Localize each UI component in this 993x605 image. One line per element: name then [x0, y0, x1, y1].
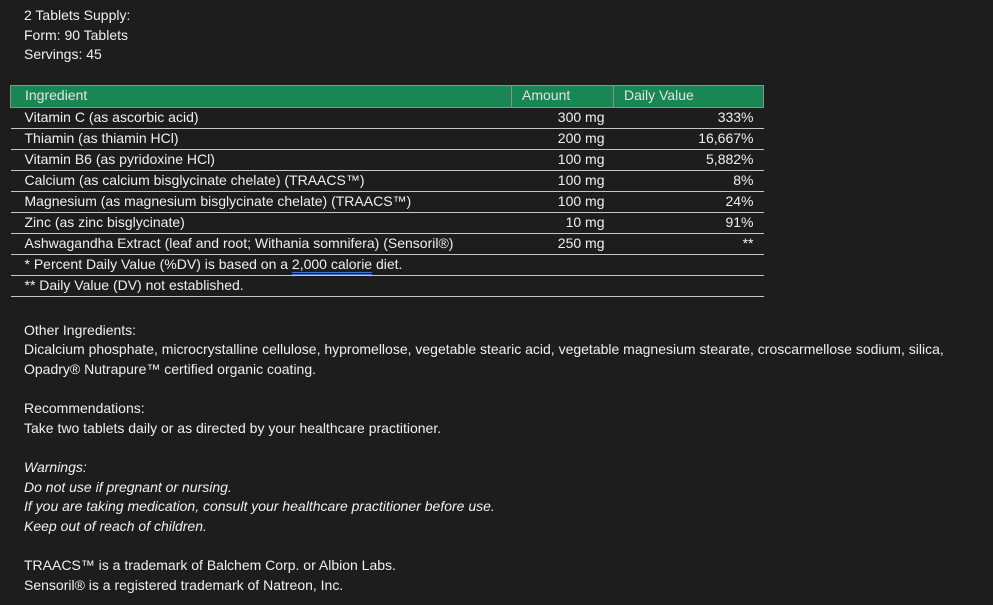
warnings-section: Warnings: Do not use if pregnant or nurs… [24, 458, 980, 536]
footnote-suffix: diet. [372, 255, 403, 272]
row-magnesium: Magnesium (as magnesium bisglycinate che… [10, 191, 764, 213]
ingredient-cell: Ashwagandha Extract (leaf and root; With… [10, 233, 512, 255]
amount-cell: 200 mg [511, 128, 614, 150]
traacs-trademark-line: TRAACS™ is a trademark of Balchem Corp. … [24, 557, 396, 573]
daily-value-cell: 24% [613, 191, 764, 213]
other-ingredients-heading: Other Ingredients: [24, 321, 137, 338]
amount-header: Amount [511, 84, 614, 108]
calorie-diet-link[interactable]: 2,000 calorie [291, 255, 373, 272]
footnote-prefix: * Percent Daily Value (%DV) is based on … [24, 255, 292, 272]
ingredient-cell: Magnesium (as magnesium bisglycinate che… [10, 191, 512, 213]
amount-cell: 300 mg [511, 107, 614, 129]
row-vitamin-c: Vitamin C (as ascorbic acid) 300 mg 333% [10, 107, 764, 129]
row-ashwagandha: Ashwagandha Extract (leaf and root; With… [10, 233, 764, 255]
warnings-heading: Warnings: [24, 459, 87, 475]
table-header-row: Ingredient Amount Daily Value [10, 84, 764, 108]
ingredient-header: Ingredient [10, 84, 512, 108]
not-established-footnote: ** Daily Value (DV) not established. [10, 275, 764, 297]
other-ingredients-section: Other Ingredients: Dicalcium phosphate, … [24, 321, 980, 380]
supplement-facts-table: Ingredient Amount Daily Value Vitamin C … [10, 84, 764, 297]
row-vitamin-b6: Vitamin B6 (as pyridoxine HCl) 100 mg 5,… [10, 149, 764, 171]
tablets-supply-line: 2 Tablets Supply: [24, 7, 131, 23]
daily-value-cell: 5,882% [613, 149, 764, 171]
sensoril-trademark-line: Sensoril® is a registered trademark of N… [24, 576, 344, 593]
daily-value-header: Daily Value [613, 84, 764, 108]
ingredient-cell: Zinc (as zinc bisglycinate) [10, 212, 512, 234]
daily-value-cell: 91% [613, 212, 764, 234]
row-zinc: Zinc (as zinc bisglycinate) 10 mg 91% [10, 212, 764, 234]
amount-cell: 250 mg [511, 233, 614, 255]
daily-value-footnote: * Percent Daily Value (%DV) is based on … [10, 254, 764, 276]
warning-medication: If you are taking medication, consult yo… [24, 498, 495, 514]
ingredient-cell: Thiamin (as thiamin HCl) [10, 128, 512, 150]
amount-cell: 100 mg [511, 149, 614, 171]
trademark-section: TRAACS™ is a trademark of Balchem Corp. … [24, 556, 980, 595]
recommendations-section: Recommendations: Take two tablets daily … [24, 399, 980, 438]
recommendations-heading: Recommendations: [24, 400, 145, 416]
daily-value-cell: 333% [613, 107, 764, 129]
ingredient-cell: Calcium (as calcium bisglycinate chelate… [10, 170, 512, 192]
amount-cell: 100 mg [511, 191, 614, 213]
amount-cell: 10 mg [511, 212, 614, 234]
form-line: Form: 90 Tablets [24, 26, 129, 43]
footnote-row-daily-value: * Percent Daily Value (%DV) is based on … [10, 254, 764, 276]
footnote-row-not-established: ** Daily Value (DV) not established. [10, 275, 764, 297]
supply-info: 2 Tablets Supply: Form: 90 Tablets Servi… [24, 6, 980, 65]
daily-value-cell: 8% [613, 170, 764, 192]
warning-children: Keep out of reach of children. [24, 517, 207, 534]
recommendations-body: Take two tablets daily or as directed by… [24, 419, 442, 436]
row-thiamin: Thiamin (as thiamin HCl) 200 mg 16,667% [10, 128, 764, 150]
daily-value-cell: 16,667% [613, 128, 764, 150]
servings-line: Servings: 45 [24, 46, 102, 62]
ingredient-cell: Vitamin C (as ascorbic acid) [10, 107, 512, 129]
warning-pregnant: Do not use if pregnant or nursing. [24, 478, 232, 495]
other-ingredients-body: Dicalcium phosphate, microcrystalline ce… [24, 341, 944, 377]
row-calcium: Calcium (as calcium bisglycinate chelate… [10, 170, 764, 192]
daily-value-cell: ** [613, 233, 764, 255]
ingredient-cell: Vitamin B6 (as pyridoxine HCl) [10, 149, 512, 171]
amount-cell: 100 mg [511, 170, 614, 192]
